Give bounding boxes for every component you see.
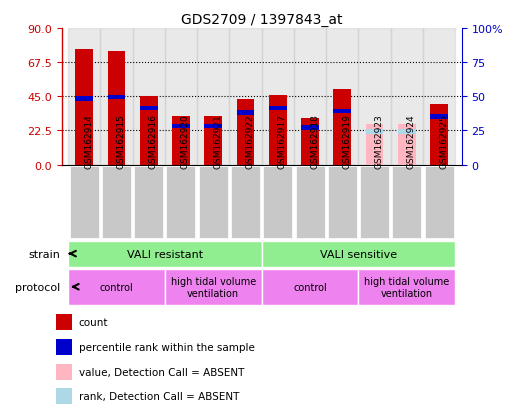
Bar <box>333 109 351 114</box>
FancyBboxPatch shape <box>165 269 262 305</box>
Bar <box>366 130 383 134</box>
Text: GSM162922: GSM162922 <box>246 114 254 169</box>
Text: control: control <box>100 282 133 292</box>
Bar <box>269 107 287 111</box>
Text: rank, Detection Call = ABSENT: rank, Detection Call = ABSENT <box>78 392 239 401</box>
Bar <box>229 29 262 165</box>
Bar <box>197 29 229 165</box>
FancyBboxPatch shape <box>231 167 260 238</box>
Text: control: control <box>293 282 327 292</box>
Bar <box>108 96 125 100</box>
Bar <box>204 124 222 129</box>
FancyBboxPatch shape <box>55 389 72 404</box>
Text: count: count <box>78 317 108 327</box>
Bar <box>391 29 423 165</box>
FancyBboxPatch shape <box>166 167 195 238</box>
FancyBboxPatch shape <box>68 269 165 305</box>
FancyBboxPatch shape <box>328 167 357 238</box>
FancyBboxPatch shape <box>102 167 131 238</box>
Text: GSM162923: GSM162923 <box>374 114 384 169</box>
Bar <box>398 124 416 165</box>
FancyBboxPatch shape <box>134 167 163 238</box>
Bar <box>236 111 254 115</box>
FancyBboxPatch shape <box>295 167 325 238</box>
FancyBboxPatch shape <box>199 167 228 238</box>
Text: GSM162916: GSM162916 <box>149 114 157 169</box>
Bar <box>398 130 416 134</box>
Text: high tidal volume
ventilation: high tidal volume ventilation <box>364 276 449 298</box>
FancyBboxPatch shape <box>68 241 262 267</box>
Text: GSM162924: GSM162924 <box>407 114 416 169</box>
Bar <box>140 107 157 111</box>
FancyBboxPatch shape <box>262 269 359 305</box>
FancyBboxPatch shape <box>425 167 453 238</box>
Bar <box>140 97 157 165</box>
Text: GSM162917: GSM162917 <box>278 114 287 169</box>
Text: percentile rank within the sample: percentile rank within the sample <box>78 342 254 352</box>
Text: GSM162915: GSM162915 <box>116 114 125 169</box>
FancyBboxPatch shape <box>55 339 72 355</box>
Bar <box>423 29 455 165</box>
Bar <box>430 115 448 119</box>
Text: value, Detection Call = ABSENT: value, Detection Call = ABSENT <box>78 367 244 377</box>
Bar <box>75 97 93 102</box>
Bar <box>236 100 254 165</box>
Bar <box>326 29 359 165</box>
FancyBboxPatch shape <box>263 167 292 238</box>
Bar <box>294 29 326 165</box>
FancyBboxPatch shape <box>262 241 455 267</box>
Text: protocol: protocol <box>15 282 60 292</box>
Bar <box>269 95 287 165</box>
Bar <box>75 50 93 165</box>
Bar <box>68 29 100 165</box>
Text: VALI sensitive: VALI sensitive <box>320 249 397 259</box>
Title: GDS2709 / 1397843_at: GDS2709 / 1397843_at <box>181 12 342 26</box>
Bar <box>333 90 351 165</box>
FancyBboxPatch shape <box>55 364 72 380</box>
Bar <box>204 117 222 165</box>
Bar <box>301 118 319 165</box>
FancyBboxPatch shape <box>360 167 389 238</box>
Text: VALI resistant: VALI resistant <box>127 249 203 259</box>
Bar <box>100 29 132 165</box>
FancyBboxPatch shape <box>392 167 421 238</box>
Bar <box>108 52 125 165</box>
Text: GSM162925: GSM162925 <box>439 114 448 169</box>
Bar <box>172 117 190 165</box>
Bar <box>172 124 190 129</box>
Bar <box>301 126 319 130</box>
Text: GSM162920: GSM162920 <box>181 114 190 169</box>
Text: GSM162914: GSM162914 <box>84 114 93 169</box>
Bar <box>366 124 383 165</box>
FancyBboxPatch shape <box>55 314 72 330</box>
FancyBboxPatch shape <box>70 167 98 238</box>
FancyBboxPatch shape <box>359 269 455 305</box>
Bar <box>132 29 165 165</box>
Text: high tidal volume
ventilation: high tidal volume ventilation <box>171 276 256 298</box>
Bar <box>262 29 294 165</box>
Bar <box>165 29 197 165</box>
Text: GSM162921: GSM162921 <box>213 114 222 169</box>
Bar <box>359 29 391 165</box>
Text: strain: strain <box>28 249 60 259</box>
Text: GSM162919: GSM162919 <box>342 114 351 169</box>
Bar <box>430 104 448 165</box>
Text: GSM162918: GSM162918 <box>310 114 319 169</box>
